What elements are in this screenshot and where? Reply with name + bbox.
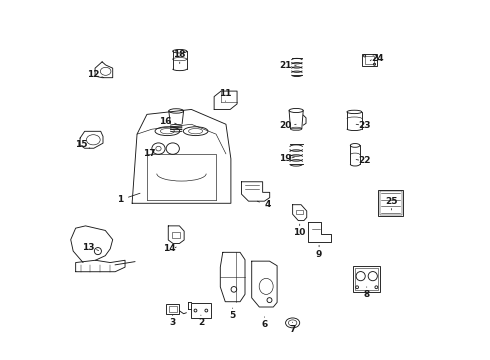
Text: 16: 16 [159,117,172,126]
Text: 19: 19 [279,154,292,163]
Text: 1: 1 [117,195,123,204]
Text: 23: 23 [359,121,371,130]
Text: 8: 8 [364,290,370,299]
Bar [296,210,303,214]
Bar [355,268,378,290]
Text: 20: 20 [279,121,292,130]
Bar [169,306,177,312]
Text: 15: 15 [74,140,87,149]
Text: 6: 6 [261,320,268,329]
Text: 12: 12 [87,70,99,79]
Bar [365,56,374,64]
Text: 13: 13 [82,243,94,252]
Text: 4: 4 [265,200,271,209]
Text: 18: 18 [173,50,186,59]
Bar [166,304,179,314]
Text: 10: 10 [294,229,306,238]
Text: 11: 11 [220,89,232,98]
Bar [353,266,380,292]
Text: 5: 5 [229,311,236,320]
Bar [191,303,211,318]
Bar [378,190,403,216]
Bar [380,191,402,215]
Text: 21: 21 [279,61,292,70]
Text: 9: 9 [316,249,322,258]
Text: 3: 3 [170,318,176,327]
Text: 22: 22 [359,156,371,165]
Text: 17: 17 [144,149,156,158]
Text: 24: 24 [371,54,384,63]
Text: 25: 25 [385,197,398,206]
Text: 7: 7 [290,325,296,334]
Bar [172,231,180,238]
Bar [363,54,377,66]
Text: 14: 14 [163,244,175,253]
Text: 2: 2 [198,318,204,327]
